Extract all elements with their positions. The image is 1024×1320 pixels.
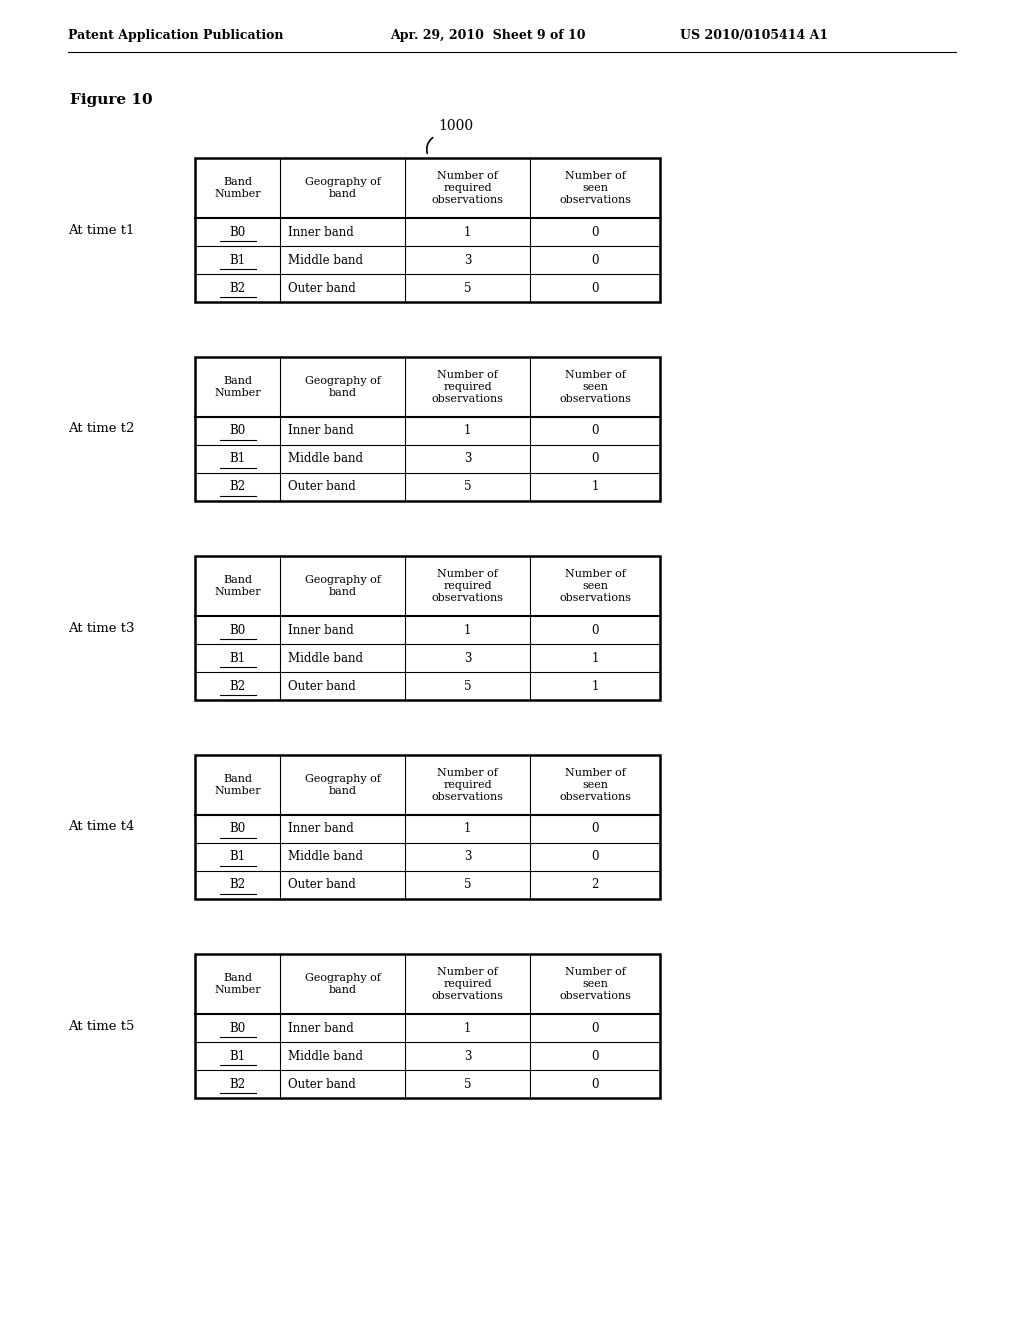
Text: B2: B2 xyxy=(229,879,246,891)
Bar xyxy=(195,158,660,302)
Text: Band
Number: Band Number xyxy=(214,376,261,399)
Text: 3: 3 xyxy=(464,253,471,267)
Text: B2: B2 xyxy=(229,1077,246,1090)
Text: Number of
required
observations: Number of required observations xyxy=(431,768,504,803)
Bar xyxy=(195,755,660,899)
Text: B2: B2 xyxy=(229,680,246,693)
Text: 5: 5 xyxy=(464,879,471,891)
Text: At time t2: At time t2 xyxy=(68,422,134,436)
Text: 3: 3 xyxy=(464,850,471,863)
Text: Inner band: Inner band xyxy=(288,1022,353,1035)
Text: 1: 1 xyxy=(464,623,471,636)
Text: 3: 3 xyxy=(464,453,471,466)
Text: 1: 1 xyxy=(591,652,599,664)
Text: Inner band: Inner band xyxy=(288,425,353,437)
Text: B2: B2 xyxy=(229,281,246,294)
Bar xyxy=(195,356,660,502)
Text: Number of
seen
observations: Number of seen observations xyxy=(559,370,631,404)
Text: 0: 0 xyxy=(591,850,599,863)
Text: Geography of
band: Geography of band xyxy=(304,774,381,796)
Text: At time t4: At time t4 xyxy=(68,821,134,833)
Text: B1: B1 xyxy=(229,1049,246,1063)
Text: B1: B1 xyxy=(229,850,246,863)
Text: 1: 1 xyxy=(464,1022,471,1035)
Text: Middle band: Middle band xyxy=(288,253,362,267)
Text: 1: 1 xyxy=(591,680,599,693)
Text: Number of
seen
observations: Number of seen observations xyxy=(559,569,631,603)
Text: Outer band: Outer band xyxy=(288,879,355,891)
Text: Apr. 29, 2010  Sheet 9 of 10: Apr. 29, 2010 Sheet 9 of 10 xyxy=(390,29,586,41)
Text: Geography of
band: Geography of band xyxy=(304,177,381,199)
Text: B0: B0 xyxy=(229,226,246,239)
Text: Middle band: Middle band xyxy=(288,850,362,863)
Text: Outer band: Outer band xyxy=(288,1077,355,1090)
Text: 0: 0 xyxy=(591,1049,599,1063)
Text: Number of
seen
observations: Number of seen observations xyxy=(559,966,631,1002)
Text: Middle band: Middle band xyxy=(288,1049,362,1063)
Text: Band
Number: Band Number xyxy=(214,177,261,199)
Bar xyxy=(195,954,660,1098)
Text: B0: B0 xyxy=(229,822,246,836)
Text: Geography of
band: Geography of band xyxy=(304,376,381,399)
Text: 1: 1 xyxy=(464,226,471,239)
Text: 0: 0 xyxy=(591,623,599,636)
Text: US 2010/0105414 A1: US 2010/0105414 A1 xyxy=(680,29,828,41)
Text: Band
Number: Band Number xyxy=(214,774,261,796)
Text: Number of
required
observations: Number of required observations xyxy=(431,966,504,1002)
Text: B0: B0 xyxy=(229,425,246,437)
Text: At time t1: At time t1 xyxy=(68,223,134,236)
Text: Number of
seen
observations: Number of seen observations xyxy=(559,170,631,206)
Text: Outer band: Outer band xyxy=(288,680,355,693)
Text: B0: B0 xyxy=(229,1022,246,1035)
Text: 5: 5 xyxy=(464,1077,471,1090)
Text: 0: 0 xyxy=(591,425,599,437)
Text: B2: B2 xyxy=(229,480,246,494)
Text: Inner band: Inner band xyxy=(288,226,353,239)
Text: B1: B1 xyxy=(229,253,246,267)
Bar xyxy=(195,556,660,700)
Text: Band
Number: Band Number xyxy=(214,973,261,995)
Text: Outer band: Outer band xyxy=(288,480,355,494)
Text: 0: 0 xyxy=(591,253,599,267)
Text: 3: 3 xyxy=(464,652,471,664)
Text: Patent Application Publication: Patent Application Publication xyxy=(68,29,284,41)
Text: 1: 1 xyxy=(464,822,471,836)
Text: 1000: 1000 xyxy=(438,119,473,133)
Text: Figure 10: Figure 10 xyxy=(70,92,153,107)
Text: 0: 0 xyxy=(591,281,599,294)
Text: 0: 0 xyxy=(591,453,599,466)
Text: 1: 1 xyxy=(591,480,599,494)
Text: Inner band: Inner band xyxy=(288,822,353,836)
Text: B0: B0 xyxy=(229,623,246,636)
Text: B1: B1 xyxy=(229,652,246,664)
Text: Number of
required
observations: Number of required observations xyxy=(431,170,504,206)
Text: 0: 0 xyxy=(591,1077,599,1090)
Text: 0: 0 xyxy=(591,226,599,239)
Text: Number of
required
observations: Number of required observations xyxy=(431,370,504,404)
Text: Inner band: Inner band xyxy=(288,623,353,636)
Text: At time t5: At time t5 xyxy=(68,1019,134,1032)
Text: Outer band: Outer band xyxy=(288,281,355,294)
Text: 1: 1 xyxy=(464,425,471,437)
Text: B1: B1 xyxy=(229,453,246,466)
Text: 0: 0 xyxy=(591,822,599,836)
Text: Middle band: Middle band xyxy=(288,652,362,664)
Text: Middle band: Middle band xyxy=(288,453,362,466)
Text: 5: 5 xyxy=(464,680,471,693)
Text: 2: 2 xyxy=(591,879,599,891)
Text: Band
Number: Band Number xyxy=(214,574,261,597)
Text: 5: 5 xyxy=(464,480,471,494)
Text: 3: 3 xyxy=(464,1049,471,1063)
Text: 0: 0 xyxy=(591,1022,599,1035)
Text: Geography of
band: Geography of band xyxy=(304,574,381,597)
Text: Geography of
band: Geography of band xyxy=(304,973,381,995)
Text: At time t3: At time t3 xyxy=(68,622,134,635)
Text: 5: 5 xyxy=(464,281,471,294)
Text: Number of
seen
observations: Number of seen observations xyxy=(559,768,631,803)
Text: Number of
required
observations: Number of required observations xyxy=(431,569,504,603)
